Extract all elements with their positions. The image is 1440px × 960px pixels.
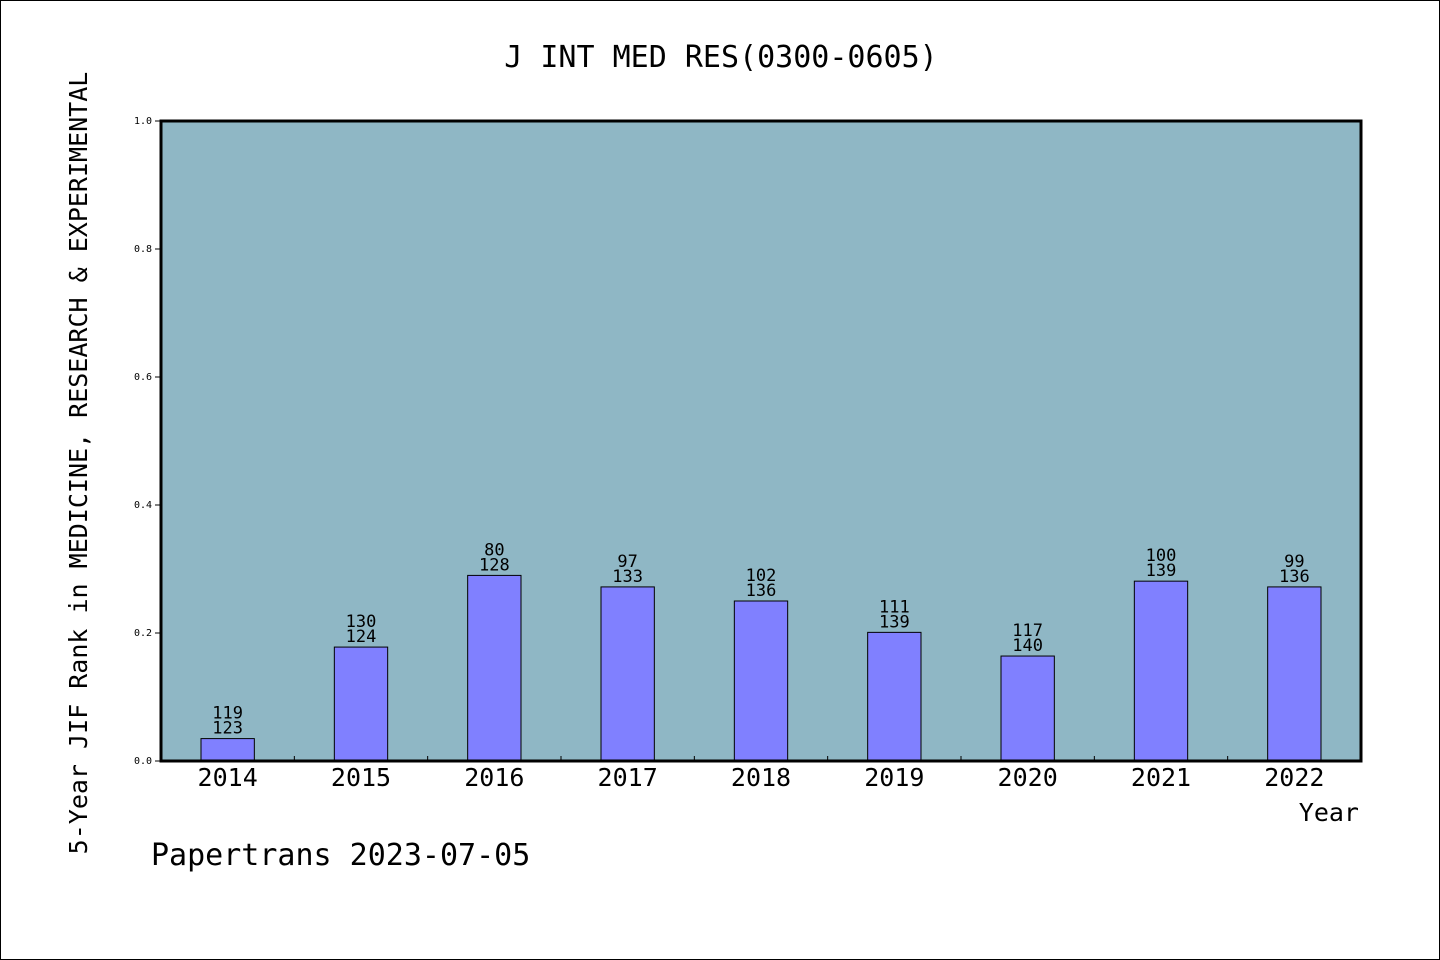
total-label: 139 xyxy=(879,612,910,632)
bar-2016 xyxy=(467,574,522,762)
chart-title: J INT MED RES(0300-0605) xyxy=(504,40,937,75)
y-tick-label: 0.0 xyxy=(134,756,152,767)
bar-2017 xyxy=(600,586,655,762)
bar-2022 xyxy=(1267,586,1322,762)
rank-label: 100 xyxy=(1146,546,1177,566)
bar-2021 xyxy=(1133,580,1189,762)
rank-label: 130 xyxy=(346,612,377,632)
x-tick-label: 2019 xyxy=(864,763,924,792)
footer-text: Papertrans 2023-07-05 xyxy=(151,838,530,873)
x-tick-label: 2022 xyxy=(1264,763,1324,792)
total-label: 136 xyxy=(746,581,777,601)
x-axis-label: Year xyxy=(1299,798,1359,827)
total-label: 124 xyxy=(346,627,377,647)
x-tick-label: 2017 xyxy=(598,763,658,792)
bar-2015 xyxy=(333,646,389,762)
x-tick-label: 2015 xyxy=(331,763,391,792)
y-tick-label: 0.8 xyxy=(134,244,152,255)
bar-2020 xyxy=(1000,655,1055,762)
y-tick-label: 1.0 xyxy=(134,116,152,127)
bar-2014 xyxy=(200,738,255,762)
rank-label: 80 xyxy=(484,540,504,560)
total-label: 139 xyxy=(1146,561,1177,581)
total-label: 128 xyxy=(479,555,510,575)
total-label: 136 xyxy=(1279,567,1310,587)
bar-2019 xyxy=(867,631,922,762)
x-tick-label: 2021 xyxy=(1131,763,1191,792)
rank-label: 111 xyxy=(879,597,910,617)
bar-2018 xyxy=(733,600,789,762)
total-label: 123 xyxy=(212,719,243,739)
x-tick-label: 2020 xyxy=(998,763,1058,792)
rank-label: 117 xyxy=(1012,621,1043,641)
y-tick-label: 0.4 xyxy=(134,500,152,511)
y-tick-label: 0.2 xyxy=(134,628,152,639)
x-tick-label: 2014 xyxy=(198,763,258,792)
x-tick-label: 2018 xyxy=(731,763,791,792)
rank-label: 99 xyxy=(1284,552,1304,572)
y-tick-label: 0.6 xyxy=(134,372,152,383)
plot-border xyxy=(159,119,1363,763)
rank-label: 119 xyxy=(212,704,243,724)
ticks-group: 0.0 0.2 0.4 0.6 0.8 1.0 2014 2015 2016 2017 2018 20… xyxy=(134,116,1325,792)
rank-label: 97 xyxy=(617,552,637,572)
y-axis-label: 5-Year JIF Rank in MEDICINE, RESEARCH & … xyxy=(64,72,93,855)
total-label: 140 xyxy=(1012,636,1043,656)
rank-label: 102 xyxy=(746,566,777,586)
x-tick-label: 2016 xyxy=(464,763,524,792)
total-label: 133 xyxy=(612,567,643,587)
